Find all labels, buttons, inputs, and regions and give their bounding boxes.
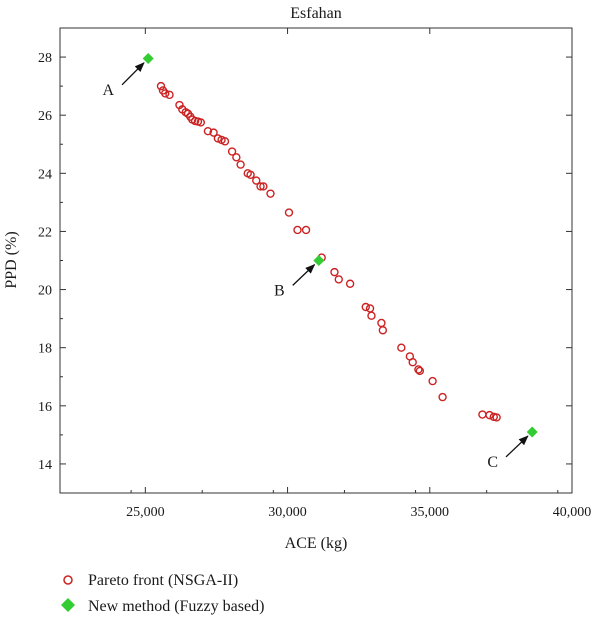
pareto-point (334, 275, 343, 284)
annotation-label: C (487, 454, 498, 471)
y-tick-label: 26 (38, 109, 52, 124)
pareto-point (377, 318, 386, 328)
pareto-point (361, 302, 370, 312)
pareto-point (301, 225, 311, 235)
y-tick-label: 18 (38, 342, 52, 357)
y-tick-label: 24 (38, 167, 52, 182)
legend-pareto-label: Pareto front (NSGA-II) (88, 572, 238, 589)
pareto-point (161, 89, 170, 98)
pareto-point (478, 410, 487, 419)
pareto-point (165, 90, 174, 100)
pareto-point (156, 81, 166, 91)
chart-title: Esfahan (290, 5, 342, 22)
x-axis-ticks: 25,000 30,000 35,000 40,000 (59, 28, 592, 520)
pareto-point (227, 147, 237, 156)
pareto-point (232, 153, 241, 162)
y-axis-ticks: 14 16 18 20 22 24 26 28 (38, 27, 572, 494)
y-axis-label: PPD (%) (3, 231, 20, 288)
pareto-point (196, 118, 206, 127)
pareto-point (203, 126, 213, 136)
pareto-point (367, 311, 376, 320)
pareto-point (414, 365, 423, 374)
pareto-point (428, 376, 437, 386)
pareto-point (415, 366, 425, 376)
x-tick-label: 25,000 (126, 505, 165, 520)
point-annotations: A B C (102, 62, 529, 471)
pareto-point (220, 137, 230, 146)
pareto-point (485, 410, 494, 420)
pareto-point (236, 160, 245, 169)
pareto-point (252, 176, 261, 185)
x-axis-label: ACE (kg) (285, 535, 348, 552)
annotation-arrow (121, 62, 145, 86)
pareto-point (330, 267, 339, 277)
pareto-point (408, 358, 417, 367)
legend-fuzzy-label: New method (Fuzzy based) (88, 598, 264, 615)
annotation-label: A (102, 82, 114, 99)
y-tick-label: 28 (38, 51, 52, 66)
pareto-point (246, 170, 255, 179)
pareto-point (378, 326, 388, 335)
y-tick-label: 20 (38, 284, 52, 299)
pareto-point (266, 189, 275, 198)
data-series (142, 53, 538, 438)
pareto-point (284, 208, 294, 217)
y-tick-label: 16 (38, 400, 52, 415)
pareto-point (492, 413, 501, 422)
pareto-point (213, 134, 223, 143)
y-tick-label: 22 (38, 225, 52, 240)
x-tick-label: 35,000 (411, 505, 450, 520)
pareto-point (438, 392, 447, 402)
legend-fuzzy-marker (61, 598, 75, 612)
y-tick-label: 14 (38, 458, 52, 473)
annotation-arrow (292, 263, 316, 286)
pareto-point (345, 279, 355, 288)
pareto-point (365, 304, 375, 313)
x-tick-label: 40,000 (553, 505, 592, 520)
x-tick-label: 30,000 (268, 505, 307, 520)
fuzzy-point (142, 53, 154, 65)
annotation-arrow (505, 435, 529, 458)
fuzzy-point (526, 426, 538, 438)
legend-pareto-marker (63, 575, 73, 585)
legend: Pareto front (NSGA-II) New method (Fuzzy… (61, 572, 264, 615)
pareto-point (397, 343, 406, 352)
fuzzy-point (313, 255, 325, 266)
pareto-point (259, 182, 268, 191)
pareto-point (256, 182, 265, 191)
pareto-point (293, 225, 302, 235)
pareto-point (209, 128, 218, 137)
annotation-label: B (274, 282, 285, 299)
